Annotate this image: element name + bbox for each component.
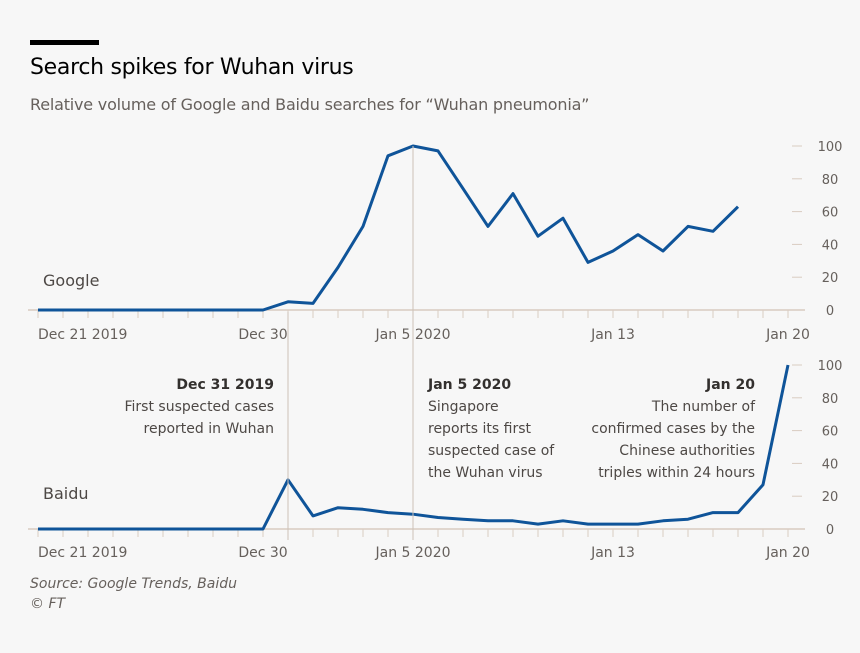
annotation-text: suspected case of (428, 443, 555, 459)
source-note: Source: Google Trends, Baidu © FT (30, 574, 237, 614)
x-tick-label: Jan 5 2020 (374, 545, 450, 561)
annotation-heading: Jan 20 (705, 377, 755, 393)
annotation-text: Chinese authorities (619, 443, 755, 459)
x-tick-label: Jan 20 (765, 327, 810, 343)
series-label: Baidu (43, 484, 89, 503)
y-tick-label: 100 (818, 359, 843, 374)
annotation-heading: Jan 5 2020 (427, 377, 511, 393)
x-tick-label: Jan 20 (765, 545, 810, 561)
x-tick-label: Dec 30 (238, 545, 287, 561)
copyright-text: © FT (30, 596, 66, 612)
y-tick-label: 40 (822, 238, 839, 253)
annotation-text: Singapore (428, 399, 499, 415)
annotation: Dec 31 2019 First suspected cases reported… (125, 377, 275, 437)
annotation-text: confirmed cases by the (591, 421, 755, 437)
y-tick-label: 80 (822, 392, 839, 407)
x-tick-label: Dec 21 2019 (38, 327, 127, 343)
annotation-text: reported in Wuhan (144, 421, 274, 437)
y-tick-label: 100 (818, 140, 843, 155)
annotation-heading: Dec 31 2019 (176, 377, 274, 393)
chart-subtitle: Relative volume of Google and Baidu sear… (30, 95, 590, 114)
annotation-text: First suspected cases (125, 399, 275, 415)
annotation-text: the Wuhan virus (428, 465, 543, 481)
chart-title: Search spikes for Wuhan virus (30, 55, 354, 80)
y-tick-label: 60 (822, 206, 839, 221)
x-tick-label: Jan 13 (590, 327, 635, 343)
annotation: Jan 5 2020 Singapore reports its first susp… (427, 377, 555, 481)
y-tick-label: 80 (822, 173, 839, 188)
annotation: Jan 20 The number of confirmed cases by th… (591, 377, 756, 481)
title-accent-bar (30, 40, 99, 45)
y-tick-label: 20 (822, 490, 839, 505)
y-tick-label: 0 (826, 304, 834, 319)
annotation-text: reports its first (428, 421, 531, 437)
y-tick-label: 60 (822, 425, 839, 440)
x-tick-label: Dec 21 2019 (38, 545, 127, 561)
x-tick-label: Dec 30 (238, 327, 287, 343)
series-label: Google (43, 271, 99, 290)
x-tick-label: Jan 13 (590, 545, 635, 561)
y-tick-label: 0 (826, 523, 834, 538)
y-tick-label: 20 (822, 271, 839, 286)
annotation-text: The number of (651, 399, 756, 415)
source-text: Source: Google Trends, Baidu (30, 576, 237, 592)
series-line (38, 144, 740, 312)
y-tick-label: 40 (822, 457, 839, 472)
annotations: Dec 31 2019 First suspected cases reported… (125, 146, 756, 540)
annotation-text: triples within 24 hours (598, 465, 755, 481)
